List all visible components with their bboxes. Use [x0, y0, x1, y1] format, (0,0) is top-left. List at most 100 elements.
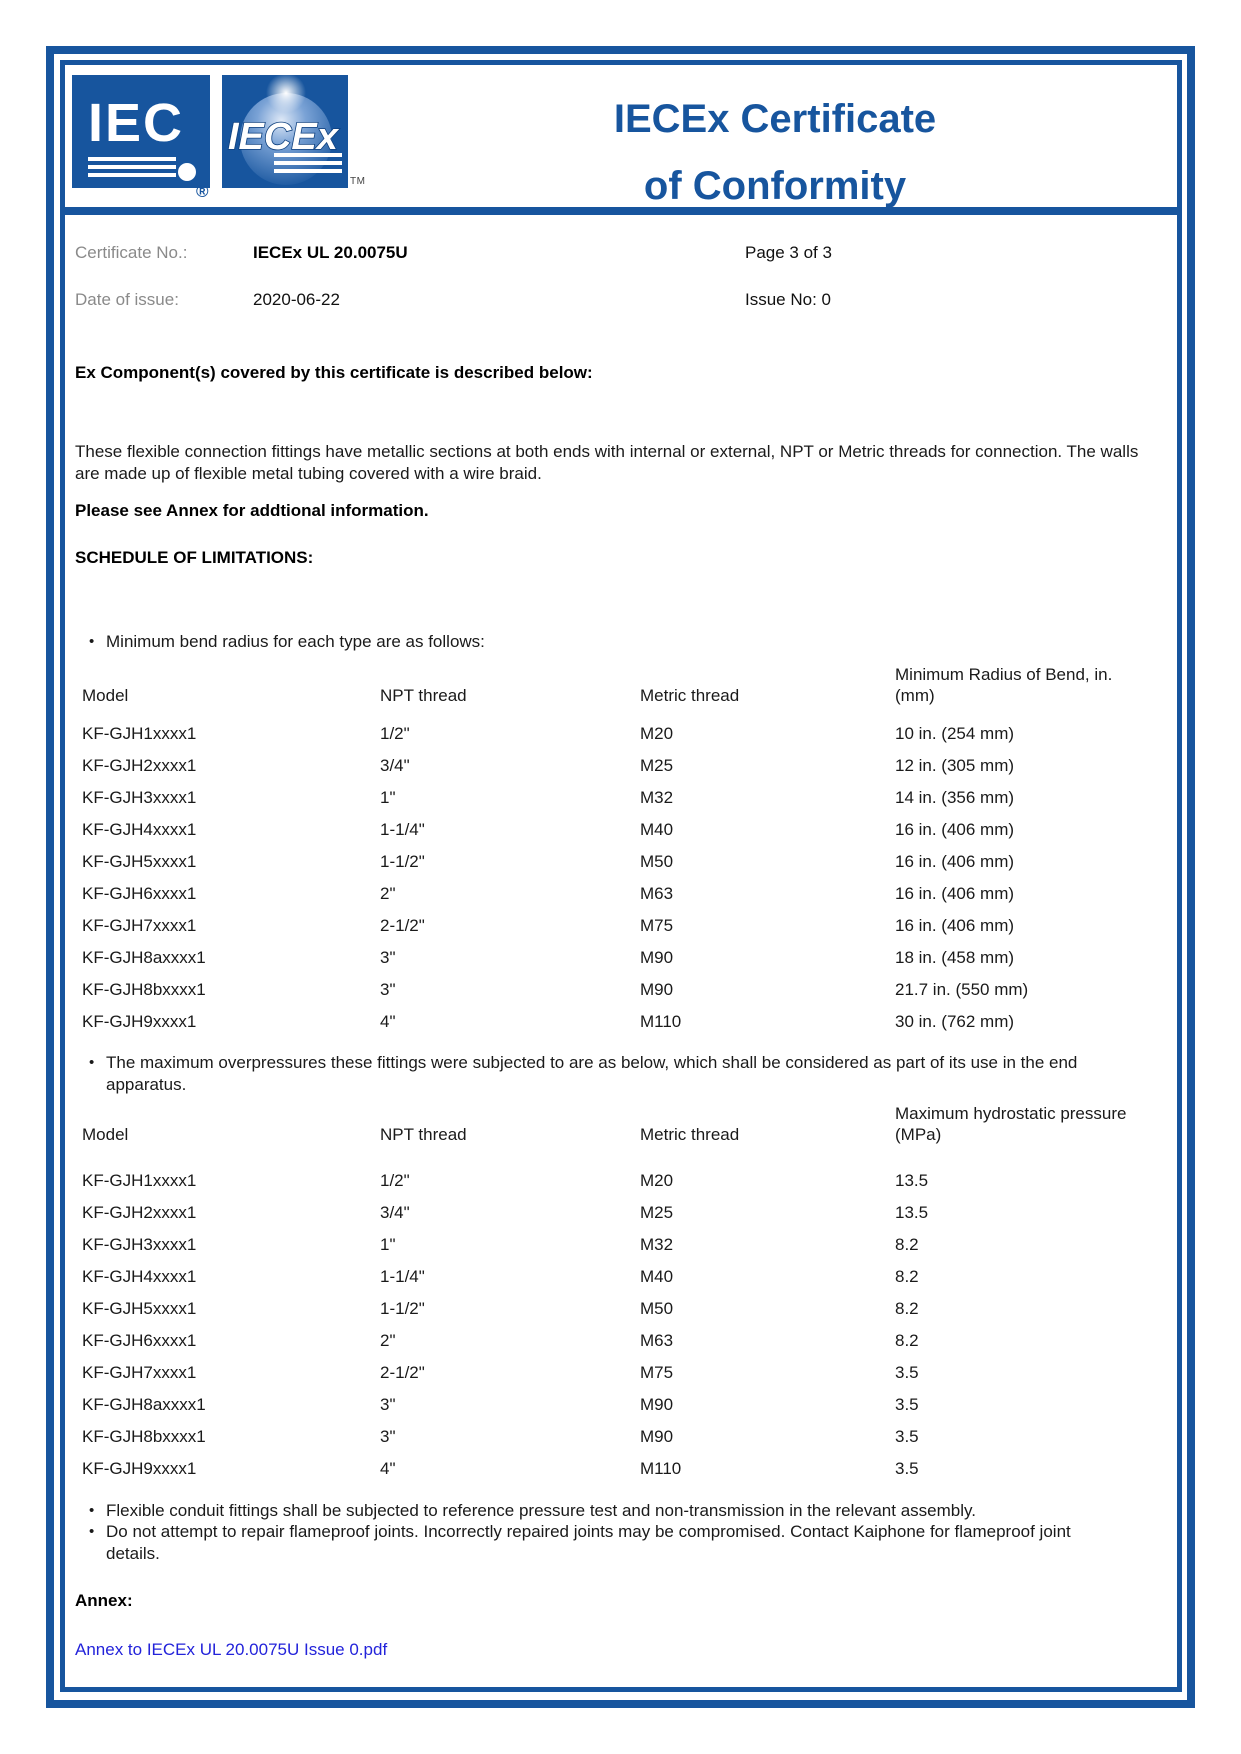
cell-pressure: 8.2 — [895, 1299, 919, 1318]
certificate-no-label: Certificate No.: — [75, 243, 188, 262]
cell-model: KF-GJH2xxxx1 — [82, 756, 197, 775]
cell-bend-radius: 12 in. (305 mm) — [895, 756, 1015, 775]
cell-bend-radius: 16 in. (406 mm) — [895, 916, 1015, 935]
cell-model: KF-GJH3xxxx1 — [82, 1235, 197, 1254]
bullet-repair: • Do not attempt to repair flameproof jo… — [89, 1521, 1099, 1564]
page-title-line1: IECEx Certificate — [613, 97, 937, 141]
svg-text:IECEx: IECEx — [228, 116, 340, 158]
cell-npt: 3/4" — [380, 1203, 410, 1222]
cell-metric: M32 — [640, 1235, 674, 1254]
iec-registered-mark: ® — [196, 182, 209, 201]
pressure-table-body: KF-GJH1xxxx1 1/2" M20 13.5 KF-GJH2xxxx1 … — [82, 1165, 1173, 1485]
cell-npt: 1-1/2" — [380, 1299, 425, 1318]
cell-bend-radius: 16 in. (406 mm) — [895, 884, 1015, 903]
bullet-overpressure: • The maximum overpressures these fittin… — [89, 1052, 1099, 1095]
schedule-heading: SCHEDULE OF LIMITATIONS: — [75, 548, 314, 567]
cell-metric: M50 — [640, 852, 674, 871]
cell-bend-radius: 18 in. (458 mm) — [895, 948, 1015, 967]
bend-table-header: Model NPT thread Metric thread Minimum R… — [82, 664, 1173, 706]
cell-npt: 3" — [380, 948, 396, 967]
cell-metric: M20 — [640, 724, 674, 743]
bullet-text: The maximum overpressures these fittings… — [106, 1053, 1078, 1094]
cell-pressure: 8.2 — [895, 1267, 919, 1286]
page-indicator: Page 3 of 3 — [745, 243, 832, 262]
cell-bend-radius: 10 in. (254 mm) — [895, 724, 1015, 743]
outer-border — [46, 46, 1195, 1708]
cell-model: KF-GJH3xxxx1 — [82, 788, 197, 807]
cell-metric: M63 — [640, 884, 674, 903]
cell-model: KF-GJH8axxxx1 — [82, 948, 206, 967]
bullet-bend-radius: • Minimum bend radius for each type are … — [89, 631, 1099, 653]
cell-model: KF-GJH5xxxx1 — [82, 852, 197, 871]
cell-npt: 3" — [380, 1395, 396, 1414]
bullet-text: Do not attempt to repair flameproof join… — [106, 1522, 1071, 1563]
cell-pressure: 13.5 — [895, 1203, 929, 1222]
cell-pressure: 8.2 — [895, 1235, 919, 1254]
col-metric: Metric thread — [640, 1125, 740, 1144]
cell-model: KF-GJH8bxxxx1 — [82, 980, 206, 999]
cell-metric: M75 — [640, 1363, 674, 1382]
cell-metric: M20 — [640, 1171, 674, 1190]
cell-pressure: 13.5 — [895, 1171, 929, 1190]
cell-metric: M90 — [640, 948, 674, 967]
cell-metric: M40 — [640, 1267, 674, 1286]
bullet-icon: • — [89, 1054, 95, 1071]
bullet-text: Minimum bend radius for each type are as… — [106, 632, 485, 651]
cell-model: KF-GJH4xxxx1 — [82, 820, 197, 839]
cell-model: KF-GJH8axxxx1 — [82, 1395, 206, 1414]
cell-npt: 4" — [380, 1459, 396, 1478]
cell-metric: M50 — [640, 1299, 674, 1318]
cell-npt: 1" — [380, 1235, 396, 1254]
cell-bend-radius: 16 in. (406 mm) — [895, 852, 1015, 871]
cell-metric: M40 — [640, 820, 674, 839]
cell-model: KF-GJH9xxxx1 — [82, 1012, 197, 1031]
cell-model: KF-GJH1xxxx1 — [82, 1171, 197, 1190]
cell-metric: M90 — [640, 980, 674, 999]
cell-npt: 3" — [380, 980, 396, 999]
svg-text:IEC: IEC — [88, 93, 184, 153]
cell-pressure: 8.2 — [895, 1331, 919, 1350]
cell-npt: 1-1/4" — [380, 820, 425, 839]
inner-border — [60, 60, 1182, 1692]
col-npt: NPT thread — [380, 686, 467, 705]
cell-model: KF-GJH9xxxx1 — [82, 1459, 197, 1478]
cell-bend-radius: 16 in. (406 mm) — [895, 820, 1015, 839]
iecex-logo-icon: IECEx — [222, 73, 348, 188]
cell-model: KF-GJH4xxxx1 — [82, 1267, 197, 1286]
cell-metric: M25 — [640, 756, 674, 775]
cell-model: KF-GJH6xxxx1 — [82, 1331, 197, 1350]
bullet-icon: • — [89, 1502, 95, 1519]
bullet-icon: • — [89, 633, 95, 650]
annex-heading: Annex: — [75, 1591, 133, 1610]
page-title: IECEx Certificate of Conformity — [520, 86, 1030, 220]
cell-bend-radius: 30 in. (762 mm) — [895, 1012, 1015, 1031]
bullet-pressure-test: • Flexible conduit fittings shall be sub… — [89, 1500, 1099, 1522]
annex-link[interactable]: Annex to IECEx UL 20.0075U Issue 0.pdf — [75, 1640, 388, 1659]
cell-metric: M25 — [640, 1203, 674, 1222]
cell-npt: 3" — [380, 1427, 396, 1446]
cell-npt: 3/4" — [380, 756, 410, 775]
bullet-text: Flexible conduit fittings shall be subje… — [106, 1501, 976, 1520]
pressure-table-header: Model NPT thread Metric thread Maximum h… — [82, 1103, 1173, 1145]
cell-metric: M63 — [640, 1331, 674, 1350]
cell-model: KF-GJH7xxxx1 — [82, 916, 197, 935]
date-of-issue-label: Date of issue: — [75, 290, 179, 309]
iecex-logo: IECEx — [222, 73, 348, 188]
cell-bend-radius: 21.7 in. (550 mm) — [895, 980, 1029, 999]
cell-npt: 1/2" — [380, 1171, 410, 1190]
issue-no-value: Issue No: 0 — [745, 290, 831, 309]
page-title-line2: of Conformity — [643, 164, 907, 208]
cell-model: KF-GJH6xxxx1 — [82, 884, 197, 903]
col-bend-radius: Minimum Radius of Bend, in. (mm) — [895, 665, 1113, 705]
col-model: Model — [82, 686, 129, 705]
cell-metric: M90 — [640, 1427, 674, 1446]
cell-npt: 4" — [380, 1012, 396, 1031]
bend-table-body: KF-GJH1xxxx1 1/2" M20 10 in. (254 mm) KF… — [82, 718, 1173, 1038]
cell-npt: 1-1/4" — [380, 1267, 425, 1286]
cell-npt: 2" — [380, 1331, 396, 1350]
cell-bend-radius: 14 in. (356 mm) — [895, 788, 1015, 807]
certificate-no-value: IECEx UL 20.0075U — [253, 243, 408, 262]
cell-pressure: 3.5 — [895, 1459, 919, 1478]
cell-npt: 2-1/2" — [380, 1363, 425, 1382]
